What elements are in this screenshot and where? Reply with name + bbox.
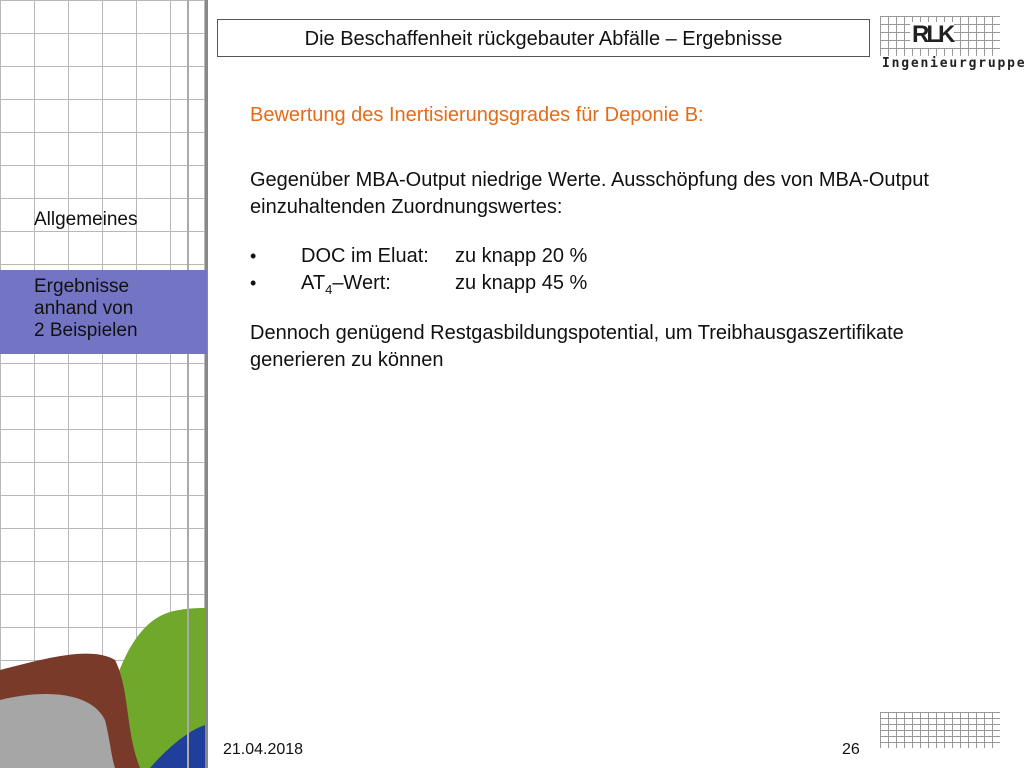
nav-item-label: anhand von: [34, 298, 134, 319]
bullet-icon: •: [250, 273, 257, 293]
list-item: • DOC im Eluat: zu knapp 20 %: [250, 243, 587, 270]
bullet-value: zu knapp 45 %: [455, 272, 588, 294]
nav-item-allgemeines[interactable]: Allgemeines: [0, 209, 207, 231]
slide-title: Die Beschaffenheit rückgebauter Abfälle …: [217, 19, 870, 57]
intro-paragraph: Gegenüber MBA-Output niedrige Werte. Aus…: [250, 169, 929, 218]
bullet-icon: •: [250, 246, 257, 266]
bullet-key-suffix: –Wert:: [332, 272, 391, 294]
logo-subtitle: Ingenieurgruppe: [882, 56, 1024, 71]
bullet-key: AT4–Wert:: [301, 270, 455, 303]
gray-curve: [0, 694, 115, 768]
footer-date: 21.04.2018: [223, 741, 304, 758]
blue-curve: [150, 725, 205, 768]
section-heading: Bewertung des Inertisierungsgrades für D…: [250, 104, 704, 126]
page-number: 26: [842, 741, 860, 758]
bullet-list: • DOC im Eluat: zu knapp 20 % • AT4–Wert…: [250, 243, 587, 297]
logo-mark: RLK: [910, 21, 955, 48]
nav-item-label: Ergebnisse: [34, 276, 130, 297]
bullet-key: DOC im Eluat:: [301, 245, 429, 267]
sidebar-divider: [187, 0, 189, 768]
bullet-key-subscript: 4: [325, 282, 333, 297]
nav-item-label: 2 Beispielen: [34, 320, 138, 341]
bullet-key-prefix: AT: [301, 272, 326, 294]
nav-item-label: Allgemeines: [34, 209, 138, 230]
company-logo: RLK Ingenieurgruppe: [880, 16, 1024, 76]
sidebar-decoration: [0, 608, 205, 768]
nav-item-ergebnisse[interactable]: Ergebnisse anhand von 2 Beispielen: [0, 270, 207, 354]
footer-grid-decoration: [880, 712, 1000, 748]
conclusion-paragraph: Dennoch genügend Restgasbildungspotentia…: [250, 322, 904, 371]
list-item: • AT4–Wert: zu knapp 45 %: [250, 270, 587, 297]
sidebar-divider: [205, 0, 208, 768]
bullet-value: zu knapp 20 %: [455, 245, 588, 267]
